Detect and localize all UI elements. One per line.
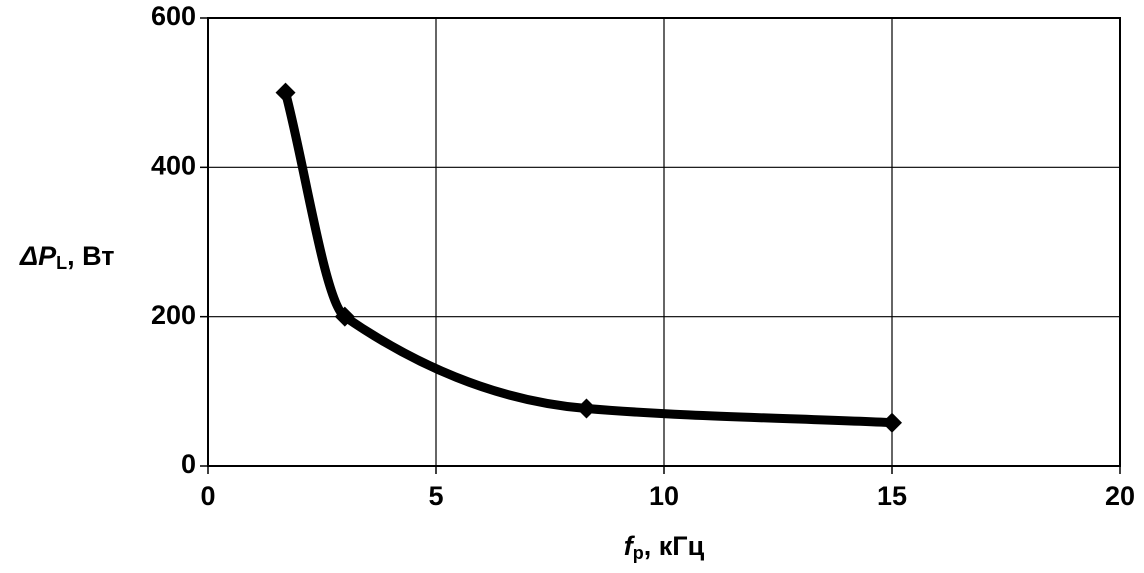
- x-tick-label: 0: [200, 481, 215, 511]
- x-tick-label: 15: [877, 481, 907, 511]
- data-point: [576, 398, 597, 419]
- x-label-unit: , кГц: [644, 531, 705, 561]
- y-label-subscript: L: [56, 253, 67, 273]
- data-point: [882, 412, 902, 433]
- data-point: [334, 306, 355, 327]
- y-tick-label: 200: [151, 300, 196, 330]
- data-point: [275, 82, 296, 103]
- x-label-subscript: p: [633, 543, 644, 563]
- y-tick-label: 400: [151, 150, 196, 180]
- y-tick-label: 600: [151, 1, 196, 31]
- y-axis-label: ΔPL, Вт: [19, 241, 115, 273]
- x-tick-label: 5: [428, 481, 443, 511]
- y-tick-label: 0: [181, 449, 196, 479]
- x-axis-label: fp, кГц: [624, 531, 705, 563]
- data-line: [281, 88, 897, 428]
- x-label-symbol: f: [624, 531, 636, 561]
- y-label-unit: , Вт: [67, 241, 114, 271]
- x-tick-label: 20: [1105, 481, 1135, 511]
- plot-frame: [207, 17, 1121, 467]
- y-label-symbol: ΔP: [19, 241, 57, 271]
- x-tick-label: 10: [649, 481, 679, 511]
